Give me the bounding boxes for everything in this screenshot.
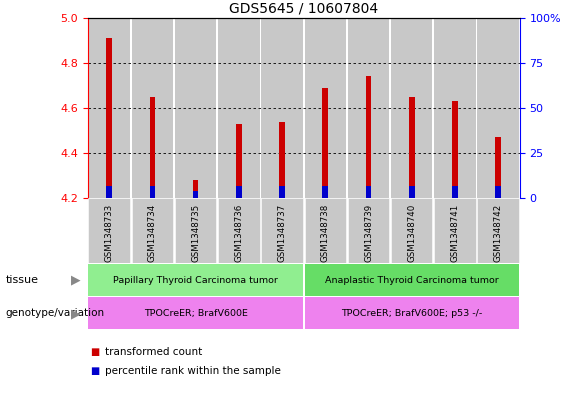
Bar <box>218 198 259 263</box>
Bar <box>218 18 259 198</box>
Bar <box>132 198 173 263</box>
Bar <box>132 18 173 198</box>
Bar <box>452 101 458 198</box>
Bar <box>496 186 501 198</box>
Bar <box>236 186 242 198</box>
Bar <box>236 124 242 198</box>
Bar <box>279 186 285 198</box>
Bar <box>366 76 371 198</box>
Bar <box>150 97 155 198</box>
Bar <box>89 298 303 329</box>
Text: GSM1348739: GSM1348739 <box>364 204 373 262</box>
Bar <box>323 88 328 198</box>
Bar <box>496 138 501 198</box>
Bar <box>150 186 155 198</box>
Bar <box>348 198 389 263</box>
Text: ▶: ▶ <box>71 274 81 286</box>
Text: transformed count: transformed count <box>105 347 202 357</box>
Text: TPOCreER; BrafV600E; p53 -/-: TPOCreER; BrafV600E; p53 -/- <box>341 309 483 318</box>
Text: TPOCreER; BrafV600E: TPOCreER; BrafV600E <box>144 309 247 318</box>
Bar <box>89 198 130 263</box>
Text: GSM1348740: GSM1348740 <box>407 204 416 262</box>
Text: ■: ■ <box>90 366 99 376</box>
Bar <box>391 198 432 263</box>
Bar <box>391 18 432 198</box>
Bar <box>89 18 130 198</box>
Bar <box>305 198 346 263</box>
Bar <box>348 18 389 198</box>
Text: ■: ■ <box>90 347 99 357</box>
Bar <box>366 186 371 198</box>
Text: GSM1348737: GSM1348737 <box>277 204 286 262</box>
Bar <box>305 264 519 296</box>
Bar <box>477 18 519 198</box>
Bar <box>262 18 303 198</box>
Text: GSM1348734: GSM1348734 <box>148 204 157 262</box>
Text: tissue: tissue <box>6 275 38 285</box>
Bar <box>305 18 346 198</box>
Bar <box>323 186 328 198</box>
Bar <box>193 191 198 198</box>
Text: GSM1348738: GSM1348738 <box>321 204 330 262</box>
Title: GDS5645 / 10607804: GDS5645 / 10607804 <box>229 1 378 15</box>
Bar <box>409 186 415 198</box>
Text: GSM1348735: GSM1348735 <box>191 204 200 262</box>
Bar <box>409 97 415 198</box>
Bar <box>175 198 216 263</box>
Bar <box>434 198 476 263</box>
Text: GSM1348733: GSM1348733 <box>105 204 114 262</box>
Bar <box>452 186 458 198</box>
Bar <box>434 18 476 198</box>
Bar <box>89 264 303 296</box>
Bar <box>262 198 303 263</box>
Text: genotype/variation: genotype/variation <box>6 309 105 318</box>
Text: ▶: ▶ <box>71 307 81 320</box>
Bar <box>305 298 519 329</box>
Text: Papillary Thyroid Carcinoma tumor: Papillary Thyroid Carcinoma tumor <box>113 275 278 285</box>
Text: GSM1348736: GSM1348736 <box>234 204 244 262</box>
Bar <box>477 198 519 263</box>
Bar <box>279 122 285 198</box>
Text: GSM1348741: GSM1348741 <box>450 204 459 262</box>
Text: GSM1348742: GSM1348742 <box>494 204 503 262</box>
Text: percentile rank within the sample: percentile rank within the sample <box>105 366 280 376</box>
Text: Anaplastic Thyroid Carcinoma tumor: Anaplastic Thyroid Carcinoma tumor <box>325 275 499 285</box>
Bar <box>193 180 198 198</box>
Bar <box>175 18 216 198</box>
Bar <box>106 38 112 198</box>
Bar <box>106 186 112 198</box>
